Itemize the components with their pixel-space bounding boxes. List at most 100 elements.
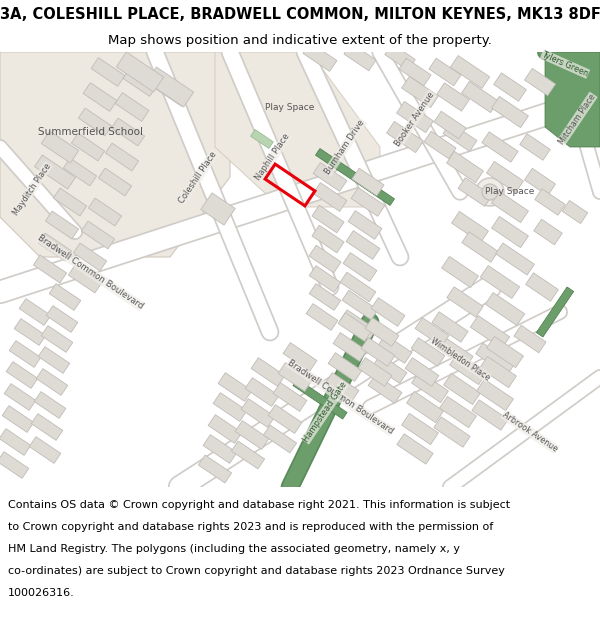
Polygon shape [201,193,235,225]
Polygon shape [411,338,445,366]
Polygon shape [451,56,490,88]
Text: to Crown copyright and database rights 2023 and is reproduced with the permissio: to Crown copyright and database rights 2… [8,522,493,532]
Polygon shape [434,417,470,447]
Polygon shape [346,231,380,259]
Polygon shape [535,189,565,215]
Text: Naphill Place: Naphill Place [254,132,292,182]
Text: Contains OS data © Crown copyright and database right 2021. This information is : Contains OS data © Crown copyright and d… [8,500,510,510]
Polygon shape [534,219,562,245]
Polygon shape [203,434,237,463]
Polygon shape [73,243,107,271]
Polygon shape [485,292,524,326]
Polygon shape [401,413,439,444]
Polygon shape [443,373,481,404]
Polygon shape [415,318,449,346]
Polygon shape [401,76,439,108]
Polygon shape [520,134,550,160]
Polygon shape [342,290,378,320]
Text: 100026316.: 100026316. [8,588,75,598]
Polygon shape [218,372,252,401]
Text: Map shows position and indicative extent of the property.: Map shows position and indicative extent… [108,34,492,47]
Polygon shape [514,325,546,352]
Polygon shape [0,429,31,456]
Polygon shape [487,336,523,367]
Polygon shape [407,391,443,422]
Polygon shape [452,211,488,242]
Text: Bradwell Common Boulevard: Bradwell Common Boulevard [35,233,145,311]
Polygon shape [437,337,473,367]
Polygon shape [397,434,433,464]
Polygon shape [424,131,456,159]
Polygon shape [0,452,29,478]
Text: co-ordinates) are subject to Crown copyright and database rights 2023 Ordnance S: co-ordinates) are subject to Crown copyr… [8,566,505,576]
Polygon shape [232,441,265,469]
Polygon shape [0,52,230,257]
Polygon shape [449,353,487,384]
Polygon shape [146,67,194,107]
Polygon shape [213,392,247,421]
Text: Booker Avenue: Booker Avenue [394,90,437,148]
Polygon shape [385,44,415,70]
Polygon shape [470,316,509,348]
Polygon shape [215,52,380,207]
Polygon shape [82,221,115,249]
Polygon shape [399,58,431,86]
Text: Hampstead Gate: Hampstead Gate [301,380,349,444]
Polygon shape [293,379,347,419]
Text: Mayditch Place: Mayditch Place [11,161,53,217]
Polygon shape [155,78,189,106]
Polygon shape [263,425,296,453]
Polygon shape [83,82,117,111]
Polygon shape [41,326,73,352]
Polygon shape [437,82,469,111]
Polygon shape [476,379,514,411]
Polygon shape [241,399,275,428]
Polygon shape [53,188,86,216]
Polygon shape [312,205,344,232]
Polygon shape [340,272,376,302]
Polygon shape [208,414,242,443]
Polygon shape [29,437,61,463]
Polygon shape [487,161,523,192]
Polygon shape [313,182,347,211]
Polygon shape [479,356,517,388]
Polygon shape [333,332,367,361]
Polygon shape [472,400,508,430]
Polygon shape [19,299,51,326]
Polygon shape [536,287,574,337]
Polygon shape [358,357,392,386]
Text: Summerfield School: Summerfield School [37,127,143,137]
Polygon shape [6,362,38,388]
Polygon shape [351,188,385,216]
Text: Play Space: Play Space [265,102,314,111]
Polygon shape [545,52,600,147]
Text: 3A, COLESHILL PLACE, BRADWELL COMMON, MILTON KEYNES, MK13 8DF: 3A, COLESHILL PLACE, BRADWELL COMMON, MI… [0,6,600,21]
Polygon shape [476,343,514,375]
Polygon shape [41,131,79,163]
Circle shape [482,184,498,200]
Polygon shape [46,211,79,239]
Polygon shape [412,371,448,402]
Polygon shape [49,284,81,311]
Polygon shape [91,58,125,86]
Polygon shape [116,52,164,92]
Polygon shape [309,245,341,272]
Polygon shape [340,310,376,340]
Polygon shape [348,211,382,239]
Polygon shape [2,406,34,432]
Polygon shape [343,253,377,281]
Polygon shape [64,158,97,186]
Polygon shape [494,72,526,101]
Circle shape [476,178,504,206]
Polygon shape [524,168,556,196]
Polygon shape [309,284,341,311]
Polygon shape [361,338,395,366]
Polygon shape [235,421,269,449]
Polygon shape [481,266,520,298]
Polygon shape [458,177,492,206]
Polygon shape [432,312,468,342]
Polygon shape [378,334,412,363]
Polygon shape [123,68,157,96]
Polygon shape [303,42,337,71]
Polygon shape [115,92,149,121]
